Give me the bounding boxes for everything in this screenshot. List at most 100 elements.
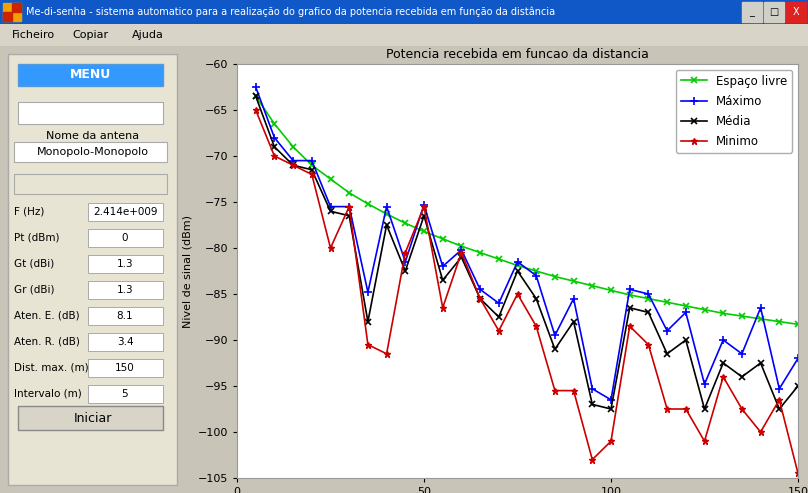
Text: 5: 5 (122, 389, 128, 399)
Text: Monopolo-Monopolo: Monopolo-Monopolo (36, 147, 149, 157)
Bar (786, 2, 806, 22)
Minimo (643, 342, 653, 348)
Espaço livre (363, 201, 372, 207)
Text: Iniciar: Iniciar (74, 412, 112, 424)
Minimo (755, 429, 765, 435)
Minimo (381, 351, 391, 357)
Espaço livre (606, 287, 616, 293)
Minimo (363, 342, 372, 348)
Minimo (793, 470, 803, 476)
Minimo (663, 406, 672, 412)
Minimo (550, 387, 560, 393)
Bar (14, 142, 167, 162)
Máximo (344, 204, 354, 210)
Espaço livre (569, 278, 579, 284)
Minimo (494, 328, 503, 334)
Espaço livre (643, 296, 653, 302)
Média (625, 305, 634, 311)
Text: □: □ (769, 7, 779, 17)
Espaço livre (307, 162, 317, 168)
Text: X: X (793, 7, 799, 17)
Y-axis label: Nivel de sinal (dBm): Nivel de sinal (dBm) (182, 214, 192, 327)
Máximo (587, 386, 597, 392)
Espaço livre (457, 243, 466, 249)
Máximo (438, 263, 448, 269)
Máximo (419, 202, 429, 208)
Minimo (774, 397, 784, 403)
Média (401, 268, 410, 274)
Minimo (344, 204, 354, 210)
Text: Gt (dBi): Gt (dBi) (14, 259, 54, 269)
Bar (88, 307, 163, 325)
Média (457, 254, 466, 260)
Máximo (793, 355, 803, 361)
Espaço livre (663, 299, 672, 305)
Espaço livre (401, 220, 410, 226)
Espaço livre (326, 176, 335, 182)
Minimo (288, 162, 298, 168)
Minimo (438, 305, 448, 311)
Text: 8.1: 8.1 (116, 311, 133, 321)
Média (326, 208, 335, 214)
Média (381, 222, 391, 228)
Text: Intervalo (m): Intervalo (m) (14, 389, 82, 399)
Text: _: _ (750, 7, 755, 17)
Bar (3, 12, 12, 21)
Espaço livre (250, 93, 260, 99)
Média (475, 296, 485, 302)
Espaço livre (532, 268, 541, 274)
Média (681, 337, 691, 343)
Média (288, 162, 298, 168)
Máximo (494, 300, 503, 306)
Espaço livre (381, 211, 391, 217)
Média (774, 406, 784, 412)
Bar (88, 333, 163, 351)
Bar (3, 3, 21, 21)
Média (512, 268, 522, 274)
Minimo (270, 153, 280, 159)
Bar (88, 203, 163, 221)
Máximo (401, 259, 410, 265)
Minimo (606, 438, 616, 444)
Minimo (718, 374, 728, 380)
Text: F (Hz): F (Hz) (14, 207, 44, 217)
Média (663, 351, 672, 357)
Bar (18, 64, 163, 86)
Line: Espaço livre: Espaço livre (253, 93, 801, 327)
Minimo (737, 406, 747, 412)
Minimo (475, 296, 485, 302)
Média (494, 314, 503, 320)
Espaço livre (512, 262, 522, 268)
Line: Minimo: Minimo (252, 106, 802, 477)
Minimo (307, 172, 317, 177)
Text: MENU: MENU (69, 69, 112, 81)
Text: Aten. R. (dB): Aten. R. (dB) (14, 337, 80, 347)
Média (344, 213, 354, 219)
Espaço livre (475, 249, 485, 255)
Máximo (326, 204, 335, 210)
Média (700, 406, 709, 412)
Text: Dist. max. (m): Dist. max. (m) (14, 363, 89, 373)
Minimo (532, 323, 541, 329)
Média (755, 360, 765, 366)
Máximo (250, 84, 260, 90)
Máximo (737, 351, 747, 357)
Espaço livre (774, 318, 784, 324)
Line: Máximo: Máximo (251, 83, 802, 404)
Máximo (381, 204, 391, 210)
Bar (88, 281, 163, 299)
Espaço livre (438, 236, 448, 242)
Text: Ajuda: Ajuda (132, 30, 164, 40)
Espaço livre (288, 144, 298, 150)
Minimo (700, 438, 709, 444)
Title: Potencia recebida em funcao da distancia: Potencia recebida em funcao da distancia (386, 48, 649, 62)
Text: Aten. E. (dB): Aten. E. (dB) (14, 311, 80, 321)
Máximo (512, 259, 522, 265)
Média (606, 406, 616, 412)
Minimo (401, 249, 410, 255)
Média (569, 318, 579, 324)
Média (532, 296, 541, 302)
Text: 150: 150 (115, 363, 135, 373)
Minimo (457, 249, 466, 255)
Espaço livre (793, 321, 803, 327)
